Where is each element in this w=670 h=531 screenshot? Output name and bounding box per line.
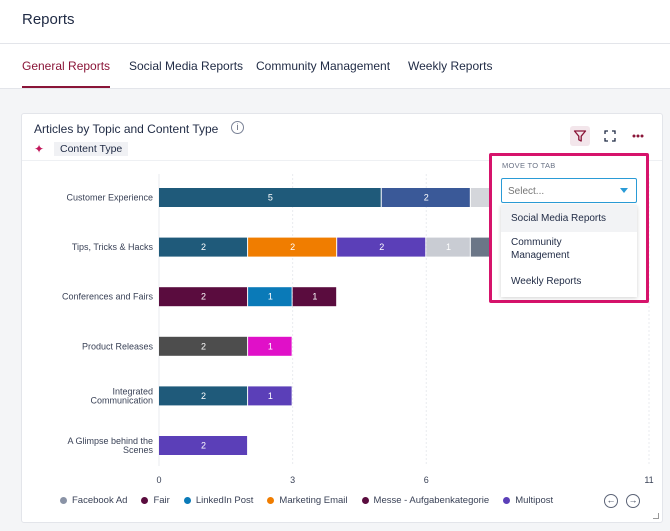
active-tab-indicator [22, 86, 110, 88]
move-to-tab-panel: MOVE TO TAB Social Media Reports Communi… [489, 153, 649, 303]
option-weekly-reports[interactable]: Weekly Reports [511, 276, 582, 287]
bar-segment[interactable] [426, 237, 470, 257]
bar-value-label: 2 [290, 242, 295, 252]
y-category-label: Customer Experience [66, 193, 153, 203]
legend-item[interactable]: Messe - Aufgabenkategorie [361, 495, 490, 506]
caret-down-icon[interactable] [620, 188, 628, 193]
bar-segment[interactable] [381, 188, 470, 207]
expand-button[interactable] [600, 126, 620, 146]
x-tick-label: 0 [156, 475, 161, 485]
bar-value-label: 2 [201, 391, 206, 401]
legend-label: Marketing Email [279, 495, 348, 506]
filter-button[interactable] [570, 126, 590, 146]
x-tick-label: 11 [644, 475, 653, 485]
legend-color-dot [141, 497, 149, 504]
card-title: Articles by Topic and Content Type [34, 122, 219, 136]
bar-segment[interactable] [159, 336, 248, 356]
card-divider [22, 160, 662, 161]
legend-color-dot [267, 497, 275, 504]
content-type-tag[interactable]: ✦ Content Type [34, 141, 129, 157]
y-category-label: Tips, Tricks & Hacks [72, 242, 154, 252]
legend-color-dot [361, 497, 369, 504]
bar-segment[interactable] [248, 237, 337, 257]
y-category-label: Conferences and Fairs [62, 292, 154, 302]
legend-label: Facebook Ad [72, 495, 128, 506]
info-icon[interactable]: i [231, 121, 244, 134]
bar-segment[interactable] [337, 237, 426, 257]
option-social-media-reports[interactable]: Social Media Reports [501, 205, 637, 232]
move-to-tab-label: MOVE TO TAB [502, 161, 556, 170]
bar-segment[interactable] [159, 287, 248, 307]
legend-next-button[interactable]: → [626, 494, 640, 508]
move-to-tab-options: Social Media Reports Community Managemen… [501, 205, 637, 297]
move-to-tab-select[interactable] [501, 178, 637, 203]
legend-color-dot [60, 497, 67, 504]
bar-value-label: 2 [201, 292, 206, 302]
tag-label: Content Type [54, 142, 129, 156]
legend-label: Fair [153, 495, 170, 506]
arrow-left-icon: ← [606, 495, 616, 505]
x-tick-label: 3 [290, 475, 295, 485]
expand-icon [604, 130, 616, 142]
bar-segment[interactable] [159, 188, 381, 207]
bar-value-label: 1 [268, 292, 273, 302]
option-community-management[interactable]: Community Management [511, 237, 570, 261]
tab-social-media-reports[interactable]: Social Media Reports [129, 59, 244, 73]
bar-segment[interactable] [159, 237, 248, 257]
bar-value-label: 2 [201, 441, 206, 451]
legend-label: Messe - Aufgabenkategorie [373, 495, 490, 506]
legend-prev-button[interactable]: ← [604, 494, 618, 508]
bar-value-label: 5 [268, 193, 273, 203]
legend-color-dot [503, 497, 511, 504]
bar-value-label: 1 [268, 391, 273, 401]
bar-segment[interactable] [248, 287, 292, 307]
top-bar: Reports [0, 0, 670, 44]
bar-value-label: 2 [201, 341, 206, 351]
tab-general-reports[interactable]: General Reports [22, 59, 111, 73]
legend-item[interactable]: Multipost [503, 495, 553, 506]
x-tick-label: 6 [424, 475, 429, 485]
report-tabs: General Reports Social Media Reports Com… [0, 44, 670, 89]
tab-weekly-reports[interactable]: Weekly Reports [408, 59, 493, 73]
bar-segment[interactable] [292, 287, 337, 307]
legend-color-dot [183, 497, 191, 504]
bar-value-label: 1 [446, 242, 451, 252]
legend-item[interactable]: Facebook Ad [60, 495, 127, 506]
legend-label: Multipost [515, 495, 554, 506]
y-category-label: Integrated Communication [90, 386, 153, 405]
legend-item[interactable]: Fair [141, 495, 170, 506]
y-category-label: A Glimpse behind the Scenes [67, 436, 153, 455]
y-category-label: Product Releases [82, 341, 154, 351]
bar-segment[interactable] [159, 386, 248, 406]
tab-community-management[interactable]: Community Management [256, 59, 391, 73]
bar-value-label: 1 [268, 341, 273, 351]
legend-label: LinkedIn Post [195, 495, 254, 506]
legend-item[interactable]: LinkedIn Post [183, 495, 254, 506]
bar-segment[interactable] [159, 436, 248, 455]
filter-icon [573, 130, 587, 142]
legend-item[interactable]: Marketing Email [267, 495, 348, 506]
sparkle-icon: ✦ [34, 142, 45, 156]
chart-legend: Facebook Ad Fair LinkedIn Post Marketing Em… [60, 495, 608, 509]
move-to-tab-input[interactable] [508, 183, 608, 199]
bar-value-label: 2 [201, 242, 206, 252]
resize-handle[interactable] [653, 513, 659, 519]
bar-segment[interactable] [248, 386, 292, 406]
bar-value-label: 2 [424, 193, 429, 203]
bar-segment[interactable] [248, 336, 292, 356]
bar-value-label: 2 [379, 242, 384, 252]
more-icon [632, 134, 644, 138]
bar-value-label: 1 [312, 292, 317, 302]
arrow-right-icon: → [628, 495, 638, 505]
page-title: Reports [22, 11, 75, 28]
more-button[interactable] [628, 126, 648, 146]
